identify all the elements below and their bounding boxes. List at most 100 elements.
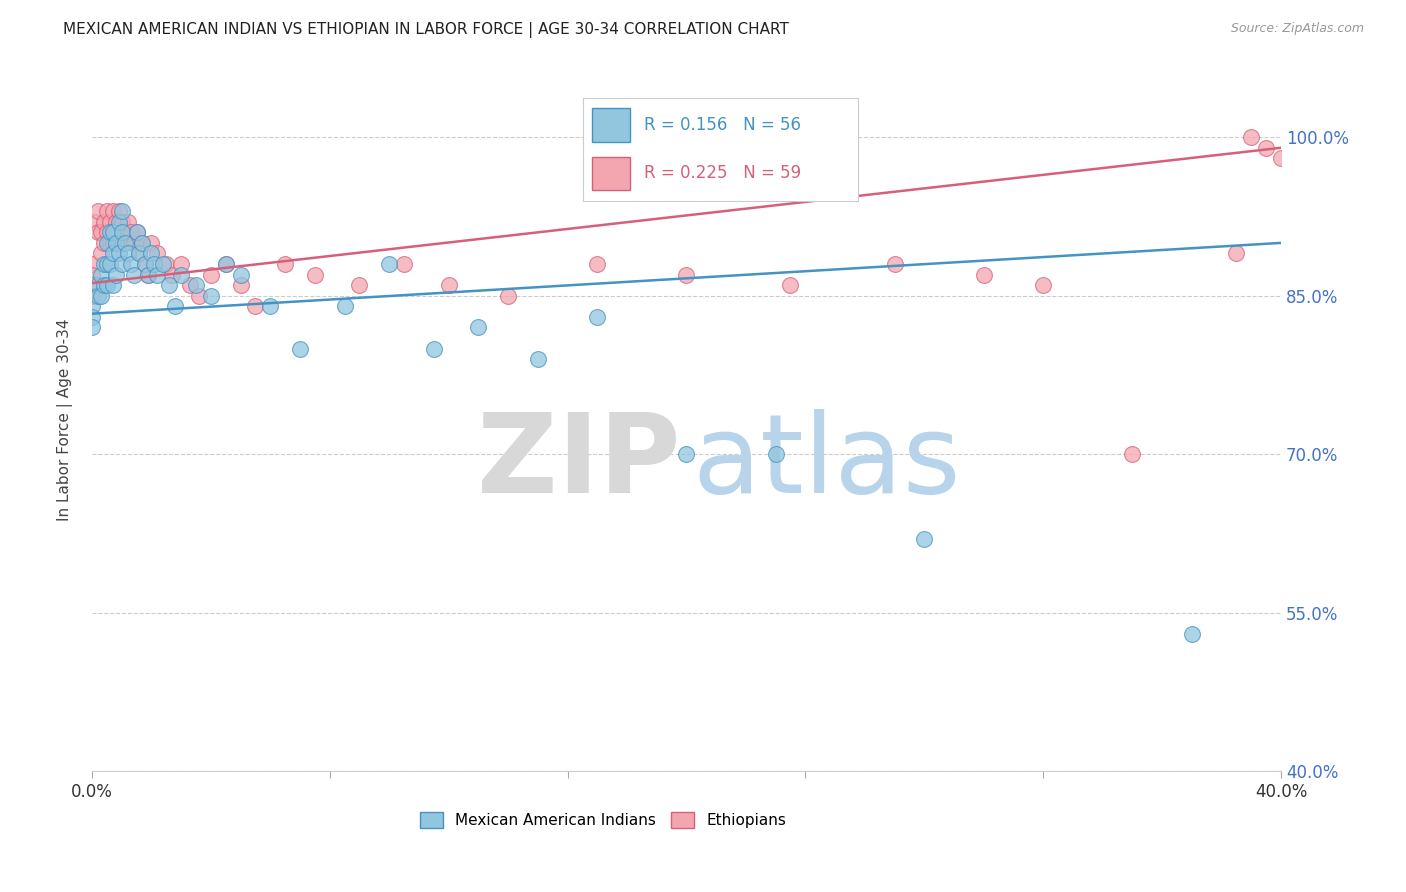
Point xyxy=(101,278,124,293)
Point xyxy=(675,268,697,282)
Point xyxy=(90,268,112,282)
Point xyxy=(229,268,252,282)
Point xyxy=(437,278,460,293)
Point xyxy=(111,215,134,229)
Point xyxy=(146,268,169,282)
Point xyxy=(111,257,134,271)
Point xyxy=(215,257,238,271)
Point xyxy=(138,268,160,282)
Point xyxy=(101,235,124,250)
Point xyxy=(187,289,209,303)
Point xyxy=(80,310,103,324)
Point xyxy=(120,257,142,271)
Point xyxy=(1225,246,1247,260)
Point xyxy=(96,235,118,250)
Point xyxy=(1181,627,1204,641)
Point xyxy=(90,246,112,260)
Point xyxy=(1121,447,1143,461)
Point xyxy=(87,289,110,303)
Point xyxy=(125,225,148,239)
Bar xyxy=(592,108,630,142)
Point xyxy=(101,246,124,260)
Point xyxy=(333,299,356,313)
Point xyxy=(93,278,115,293)
Point xyxy=(80,278,103,293)
Point xyxy=(128,246,150,260)
Point xyxy=(80,268,103,282)
Point xyxy=(83,215,105,229)
Point xyxy=(304,268,326,282)
Point xyxy=(259,299,281,313)
Point xyxy=(114,225,136,239)
Point xyxy=(98,257,121,271)
Point xyxy=(586,257,609,271)
Point xyxy=(288,342,311,356)
Point xyxy=(104,215,127,229)
Point xyxy=(165,299,187,313)
Point xyxy=(111,225,134,239)
Point xyxy=(134,257,156,271)
Point xyxy=(912,532,935,546)
Point xyxy=(101,225,124,239)
Point xyxy=(120,225,142,239)
Point xyxy=(80,320,103,334)
Point xyxy=(527,352,550,367)
Point xyxy=(98,235,121,250)
Point xyxy=(467,320,489,334)
Point xyxy=(170,268,193,282)
Text: R = 0.225   N = 59: R = 0.225 N = 59 xyxy=(644,164,801,182)
Text: R = 0.156   N = 56: R = 0.156 N = 56 xyxy=(644,116,801,135)
Point xyxy=(200,289,222,303)
Point xyxy=(245,299,267,313)
Point xyxy=(111,235,134,250)
Point xyxy=(170,257,193,271)
Point xyxy=(117,246,139,260)
Point xyxy=(586,310,609,324)
Point xyxy=(131,235,153,250)
Point xyxy=(883,257,905,271)
Point xyxy=(1270,152,1292,166)
Point xyxy=(160,268,183,282)
Point xyxy=(80,299,103,313)
Point xyxy=(96,257,118,271)
Point xyxy=(98,225,121,239)
Point xyxy=(274,257,297,271)
Point xyxy=(114,235,136,250)
Point xyxy=(87,225,110,239)
Point xyxy=(215,257,238,271)
Point xyxy=(80,289,103,303)
Point xyxy=(423,342,446,356)
Point xyxy=(765,447,787,461)
Point xyxy=(90,289,112,303)
Text: atlas: atlas xyxy=(692,409,960,516)
Point xyxy=(1032,278,1054,293)
Point xyxy=(131,235,153,250)
Point xyxy=(200,268,222,282)
Point xyxy=(93,257,115,271)
Point xyxy=(179,278,201,293)
Point xyxy=(122,235,145,250)
Text: MEXICAN AMERICAN INDIAN VS ETHIOPIAN IN LABOR FORCE | AGE 30-34 CORRELATION CHAR: MEXICAN AMERICAN INDIAN VS ETHIOPIAN IN … xyxy=(63,22,789,38)
Point xyxy=(1240,130,1263,145)
Legend: Mexican American Indians, Ethiopians: Mexican American Indians, Ethiopians xyxy=(413,805,793,834)
Point xyxy=(973,268,995,282)
Point xyxy=(90,225,112,239)
Point xyxy=(392,257,415,271)
Y-axis label: In Labor Force | Age 30-34: In Labor Force | Age 30-34 xyxy=(58,318,73,521)
Point xyxy=(107,215,129,229)
Point xyxy=(141,235,163,250)
Point xyxy=(111,204,134,219)
Point xyxy=(93,235,115,250)
Text: ZIP: ZIP xyxy=(477,409,681,516)
Text: Source: ZipAtlas.com: Source: ZipAtlas.com xyxy=(1230,22,1364,36)
Point xyxy=(779,278,801,293)
Point xyxy=(80,257,103,271)
Point xyxy=(107,204,129,219)
Point xyxy=(96,204,118,219)
Point xyxy=(117,215,139,229)
Point xyxy=(229,278,252,293)
Point xyxy=(96,225,118,239)
Point xyxy=(675,447,697,461)
Point xyxy=(87,204,110,219)
Point xyxy=(87,278,110,293)
